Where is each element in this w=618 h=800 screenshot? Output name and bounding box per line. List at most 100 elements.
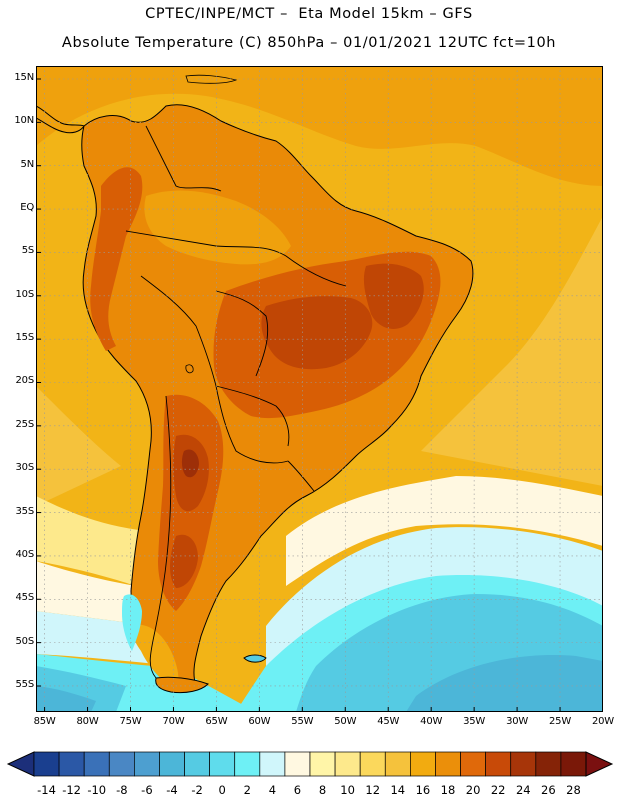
map-subtitle: Absolute Temperature (C) 850hPa – 01/01/… (61, 35, 557, 51)
heat-zone-chaco-core (170, 434, 209, 588)
colorbar-label: 0 (218, 783, 226, 797)
cool-zone-southern-chile (122, 594, 142, 651)
colorbar-label: 12 (365, 783, 381, 797)
colorbar-swatch (259, 751, 286, 777)
latitude-label: 40S (15, 548, 35, 560)
colorbar-label: 2 (243, 783, 251, 797)
colorbar-swatch (108, 751, 135, 777)
ocean-atlantic-warm-band (421, 216, 603, 486)
colorbar-swatch (309, 751, 336, 777)
colorbar-swatch (535, 751, 562, 777)
colorbar-swatch (33, 751, 60, 777)
longitude-label: 55W (291, 716, 314, 727)
colorbar-label: 14 (390, 783, 406, 797)
colorbar-label: 16 (415, 783, 431, 797)
latitude-label: 30S (15, 462, 35, 474)
border-argentina-north (215, 385, 289, 464)
colorbar-swatch (184, 751, 210, 777)
longitude-label: 50W (334, 716, 357, 727)
colorbar-swatch (435, 751, 461, 777)
latitude-label: 10S (15, 288, 35, 300)
heat-zone-argentina-peak (181, 449, 199, 478)
latitude-label: 5S (21, 245, 35, 257)
border-chile-argentina (149, 395, 172, 679)
ocean-pacific-band (36, 386, 121, 506)
ocean-south-coldest (36, 655, 603, 712)
heat-zone-patagonia (131, 624, 179, 691)
colorbar-label: 4 (268, 783, 277, 797)
longitude-label: 65W (205, 716, 228, 727)
colorbar-label: -12 (62, 783, 82, 797)
latitude-label: 15S (15, 332, 35, 344)
latitude-label: 10N (14, 115, 34, 127)
colorbar-label: 18 (440, 783, 456, 797)
temperature-colorbar (6, 751, 614, 777)
colorbar-label: -2 (191, 783, 203, 797)
latitude-label: 55S (15, 678, 35, 690)
longitude-label: 35W (463, 716, 486, 727)
border-paraguay (215, 385, 290, 447)
longitude-label: 20W (591, 716, 614, 727)
longitude-label: 30W (506, 716, 529, 727)
longitude-label: 70W (162, 716, 185, 727)
colorbar-label: 6 (293, 783, 302, 797)
ocean-south-cool-band (36, 496, 146, 586)
colorbar-overflow-arrow (585, 751, 614, 777)
latitude-label: 50S (15, 635, 35, 647)
colorbar-swatch (234, 751, 261, 777)
heat-zone-andes-north (90, 167, 143, 351)
colorbar-label: 10 (340, 783, 355, 797)
longitude-label: 40W (420, 716, 443, 727)
graticule (36, 66, 603, 712)
colorbar-swatch (384, 751, 411, 777)
colorbar-swatch (83, 751, 110, 777)
temperature-map (36, 66, 603, 712)
colorbar-swatch (510, 751, 537, 777)
colorbar-label: -14 (37, 783, 56, 797)
colorbar-swatch (209, 751, 236, 777)
colorbar-swatch (58, 751, 85, 777)
longitude-label: 80W (76, 716, 99, 727)
central-america (36, 105, 85, 134)
colorbar-swatch (485, 751, 512, 777)
longitude-label: 60W (248, 716, 271, 727)
colorbar-label: -4 (166, 783, 178, 797)
longitude-label: 45W (377, 716, 400, 727)
caribbean-islands (185, 74, 238, 84)
colorbar-underflow-arrow (6, 751, 35, 777)
lake-titicaca (185, 364, 194, 374)
colorbar-swatch (334, 751, 361, 777)
map-frame (36, 66, 603, 712)
border-colombia-venezuela (145, 125, 222, 192)
longitude-label: 75W (119, 716, 142, 727)
latitude-label: 25S (15, 418, 35, 430)
border-uruguay (287, 460, 315, 492)
colorbar-swatch (284, 751, 311, 777)
map-title: CPTEC/INPE/MCT – Eta Model 15km – GFS (145, 6, 473, 22)
latitude-label: EQ (20, 202, 34, 214)
tierra-del-fuego (155, 676, 209, 694)
colorbar-label: 24 (515, 783, 531, 797)
colorbar-label: 8 (318, 783, 327, 797)
latitude-label: 35S (15, 505, 35, 517)
colorbar-swatch (159, 751, 185, 777)
colorbar-swatch (134, 751, 160, 777)
colorbar-swatch (359, 751, 386, 777)
ocean-south-pale-band (36, 476, 603, 626)
colorbar-label: 26 (541, 783, 556, 797)
latitude-label: 5N (20, 158, 35, 170)
border-brazil-bolivia (215, 290, 269, 377)
colorbar-swatch (560, 751, 587, 777)
latitude-label: 45S (15, 592, 35, 604)
colorbar-swatch (410, 751, 436, 777)
colorbar-label: 20 (465, 783, 481, 797)
falkland-islands (243, 654, 267, 663)
border-amazon (125, 230, 347, 287)
colorbar-label: -10 (87, 783, 107, 797)
colorbar-label: -8 (116, 783, 128, 797)
heat-zone-brazil-core (261, 263, 424, 370)
country-borders (125, 125, 347, 679)
border-peru-bolivia (140, 275, 217, 387)
longitude-label: 25W (549, 716, 572, 727)
colorbar-label: 22 (490, 783, 506, 797)
